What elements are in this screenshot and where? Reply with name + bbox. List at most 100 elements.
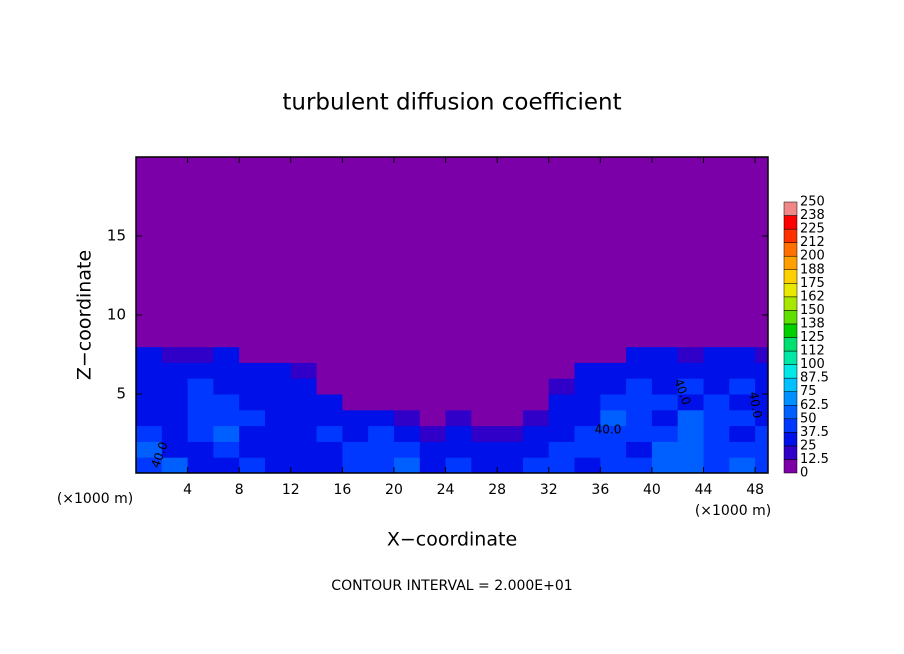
x-tick-label: 40 xyxy=(643,482,661,498)
field-cell xyxy=(239,362,266,379)
field-cell xyxy=(729,157,756,348)
colorbar-label: 212 xyxy=(800,235,825,250)
field-cell xyxy=(290,346,318,363)
field-cell xyxy=(393,157,421,348)
field-cell xyxy=(290,394,318,411)
field-cell xyxy=(471,425,498,442)
field-cell xyxy=(342,394,369,411)
field-cell xyxy=(729,346,756,363)
field-cell xyxy=(522,378,550,395)
field-cell xyxy=(703,362,730,379)
y-tick-label: 10 xyxy=(107,306,126,324)
field-cell xyxy=(471,346,498,363)
field-cell xyxy=(264,362,292,379)
field-cell xyxy=(755,157,769,348)
field-cell xyxy=(316,362,343,379)
field-cell xyxy=(755,346,769,363)
field-cell xyxy=(574,425,601,442)
colorbar-label: 250 xyxy=(800,195,825,210)
field-cell xyxy=(213,409,240,427)
x-tick-label: 12 xyxy=(282,482,300,498)
x-tick-label: 44 xyxy=(695,482,713,498)
field-cell xyxy=(419,441,447,458)
field-cell xyxy=(239,378,266,395)
field-cell xyxy=(290,157,318,348)
y-tick-label: 5 xyxy=(116,385,126,403)
colorbar-band xyxy=(783,255,798,271)
field-cell xyxy=(445,425,472,442)
field-cell xyxy=(393,394,421,411)
field-cell xyxy=(342,362,369,379)
field-cell xyxy=(161,346,189,363)
colorbar-label: 200 xyxy=(800,249,825,264)
field-cell xyxy=(213,362,240,379)
field-cell xyxy=(677,346,705,363)
x-tick-label: 24 xyxy=(437,482,455,498)
x-tick-label: 16 xyxy=(333,482,351,498)
field-cell xyxy=(651,378,679,395)
field-cell xyxy=(548,409,576,427)
field-cell xyxy=(755,441,769,458)
colorbar-label: 62.5 xyxy=(800,398,829,413)
field-cell xyxy=(187,425,214,442)
field-cell xyxy=(548,346,576,363)
colorbar-band xyxy=(783,364,798,379)
field-cell xyxy=(703,378,730,395)
field-cell xyxy=(548,457,576,474)
field-cell xyxy=(522,362,550,379)
field-cell xyxy=(497,425,524,442)
field-cell xyxy=(368,409,395,427)
field-cell xyxy=(729,441,756,458)
colorbar-band xyxy=(783,242,798,257)
field-cell xyxy=(600,346,627,363)
x-unit-label: (×1000 m) xyxy=(695,503,771,519)
colorbar-label: 238 xyxy=(800,208,825,223)
field-cell xyxy=(626,457,653,474)
field-cell xyxy=(471,157,498,348)
colorbar-band xyxy=(783,418,798,433)
field-cell xyxy=(755,362,769,379)
field-cell xyxy=(471,378,498,395)
field-cell xyxy=(136,157,163,348)
colorbar-label: 0 xyxy=(800,466,808,481)
field-cell xyxy=(161,362,189,379)
field-cell xyxy=(755,394,769,411)
field-cell xyxy=(264,457,292,474)
field-cell xyxy=(187,362,214,379)
field-cell xyxy=(522,441,550,458)
field-cell xyxy=(574,441,601,458)
field-cell xyxy=(548,441,576,458)
field-cell xyxy=(600,394,627,411)
colorbar-label: 12.5 xyxy=(800,452,829,467)
field-cell xyxy=(497,378,524,395)
field-cell xyxy=(393,378,421,395)
field-cell xyxy=(393,441,421,458)
field-cell xyxy=(651,362,679,379)
colorbar-label: 37.5 xyxy=(800,425,829,440)
field-cell xyxy=(342,378,369,395)
field-cell xyxy=(445,346,472,363)
field-cell xyxy=(239,346,266,363)
field-cell xyxy=(574,362,601,379)
field-cell xyxy=(445,394,472,411)
field-cell xyxy=(316,157,343,348)
field-cell xyxy=(368,425,395,442)
field-cell xyxy=(161,441,189,458)
field-cell xyxy=(342,346,369,363)
field-cell xyxy=(600,362,627,379)
x-axis-label: X−coordinate xyxy=(387,529,517,551)
field-cell xyxy=(445,441,472,458)
field-cell xyxy=(136,346,163,363)
field-cell xyxy=(368,394,395,411)
y-axis-label: Z−coordinate xyxy=(74,250,96,380)
field-cell xyxy=(445,409,472,427)
colorbar-band xyxy=(783,323,798,338)
field-cell xyxy=(419,362,447,379)
colorbar-band xyxy=(783,377,798,392)
field-cell xyxy=(342,409,369,427)
field-cell xyxy=(393,362,421,379)
field-cell xyxy=(342,157,369,348)
field-cell xyxy=(136,378,163,395)
field-cell xyxy=(419,425,447,442)
